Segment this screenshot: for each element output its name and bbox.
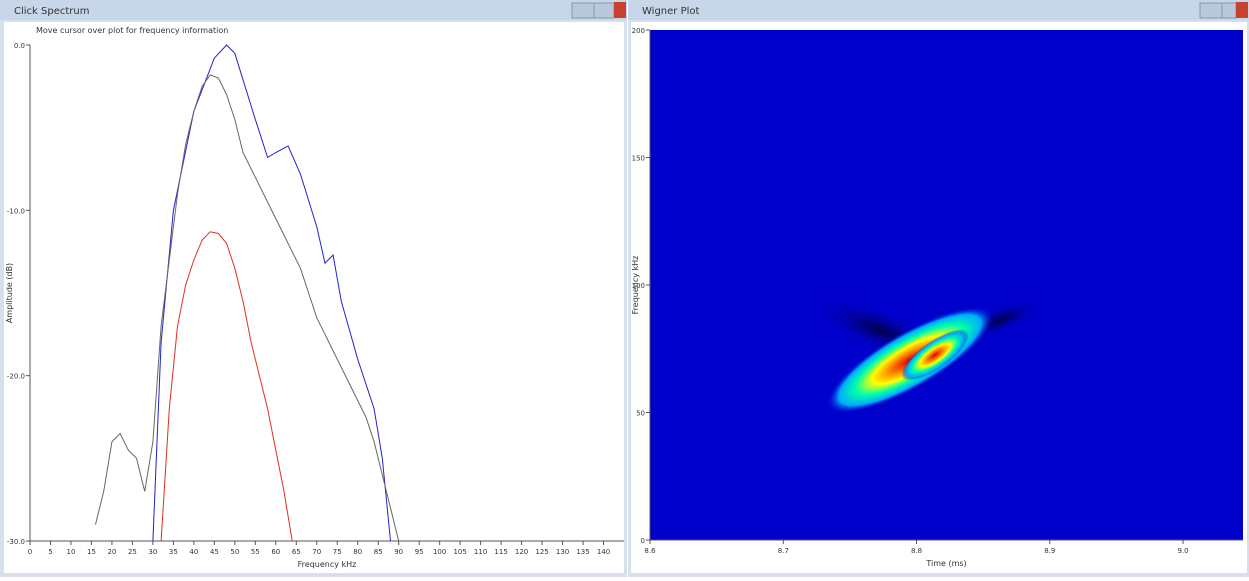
window-title: Click Spectrum [14,6,89,17]
x-tick-label: 135 [576,548,589,556]
x-tick-label: 15 [87,548,96,556]
wigner-image [650,30,1243,540]
x-tick-label: 115 [494,548,507,556]
image-background [650,30,1243,540]
close-button[interactable] [1236,2,1248,18]
y-tick-label: -20.0 [7,373,25,381]
y-tick-label: 100 [632,282,645,290]
x-axis-label: Time (ms) [925,559,966,568]
y-tick-label: 0 [641,537,645,545]
x-axis-label: Frequency kHz [298,560,357,569]
x-tick-label: 95 [415,548,424,556]
x-tick-label: 60 [271,548,280,556]
x-tick-label: 8.6 [644,547,656,555]
x-tick-label: 55 [251,548,260,556]
plot-panel [4,22,624,573]
x-tick-label: 45 [210,548,219,556]
x-tick-label: 85 [374,548,383,556]
x-tick-label: 65 [292,548,301,556]
y-tick-label: 150 [632,155,645,163]
x-tick-label: 105 [453,548,466,556]
x-tick-label: 140 [597,548,610,556]
x-tick-label: 10 [67,548,76,556]
x-tick-label: 9.0 [1177,547,1188,555]
minimize-button[interactable] [571,2,595,19]
x-tick-label: 50 [230,548,239,556]
x-tick-label: 25 [128,548,137,556]
y-tick-label: -30.0 [7,538,25,546]
maximize-button[interactable] [1221,2,1237,19]
x-tick-label: 120 [515,548,528,556]
window-title: Wigner Plot [642,6,700,17]
minimize-button[interactable] [1199,2,1223,19]
x-tick-label: 20 [107,548,116,556]
x-tick-label: 8.9 [1044,547,1055,555]
x-tick-label: 30 [148,548,157,556]
y-tick-label: 50 [636,410,645,418]
x-tick-label: 75 [333,548,342,556]
close-button[interactable] [614,2,626,18]
x-tick-label: 80 [353,548,362,556]
x-tick-label: 125 [535,548,548,556]
y-tick-label: 0.0 [14,42,25,50]
x-tick-label: 70 [312,548,321,556]
y-axis-label: Frequency kHz [631,256,640,315]
x-tick-label: 130 [556,548,569,556]
y-tick-label: -10.0 [7,207,25,215]
image-feature [901,329,969,381]
y-tick-label: 200 [632,27,645,35]
x-tick-label: 5 [48,548,52,556]
title-bar [0,0,627,20]
x-tick-label: 8.8 [911,547,922,555]
x-tick-label: 40 [189,548,198,556]
x-tick-label: 90 [394,548,403,556]
x-tick-label: 8.7 [778,547,789,555]
y-axis-label: Amplitude (dB) [5,263,14,323]
x-tick-label: 0 [28,548,32,556]
series-line [160,231,293,542]
x-tick-label: 100 [433,548,446,556]
maximize-button[interactable] [593,2,615,19]
x-tick-label: 110 [474,548,487,556]
title-bar [628,0,1249,20]
x-tick-label: 35 [169,548,178,556]
hint-text: Move cursor over plot for frequency info… [36,26,228,35]
series-line [95,74,400,542]
